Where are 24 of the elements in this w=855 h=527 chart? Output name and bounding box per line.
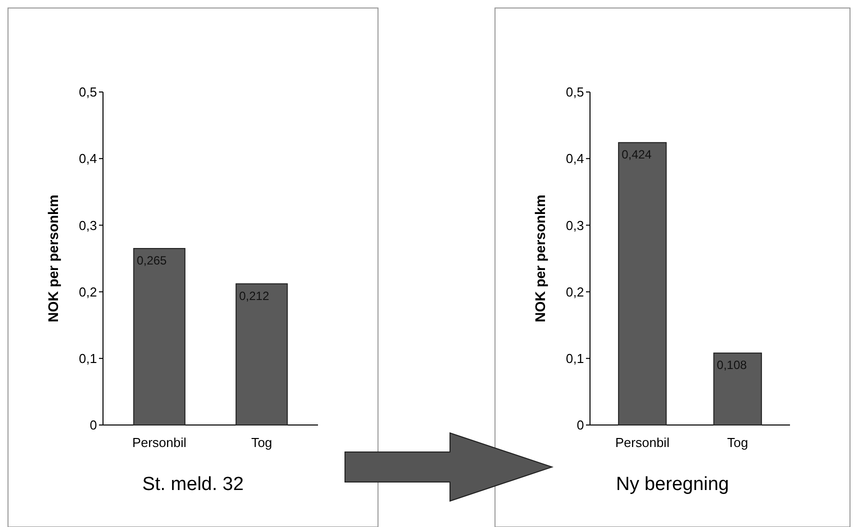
y-tick-label: 0 [576,418,584,433]
data-label: 0,265 [136,254,168,268]
y-tick-label: 0,4 [566,151,584,166]
y-tick-label: 0 [90,418,97,433]
text: St. meld. 32 [142,474,244,495]
y-tick-label: 0,3 [78,218,97,233]
y-tick-label: 0,1 [566,350,584,366]
text: Ny beregning [616,474,730,495]
y-tick-label: 0,3 [566,218,584,233]
x-tick-label: Personbil [615,435,670,450]
y-tick-label: 0,5 [78,84,97,100]
y-tick-label: 0,2 [78,284,97,300]
y-tick-label: 0,1 [78,350,97,366]
x-tick-label: Personbil [132,435,187,450]
y-tick-label: 0,2 [566,284,584,300]
x-tick-label: Tog [727,435,748,450]
y-tick-label: 0,4 [78,151,97,166]
data-label: 0,424 [622,148,652,162]
x-tick-label: Tog [251,435,272,450]
data-label: 0,212 [239,288,270,303]
data-label: 0,108 [716,358,748,372]
y-tick-label: 0,5 [566,84,584,100]
y-axis-title: NOK per personkm [532,194,548,322]
y-axis-title: NOK per personkm [45,194,61,322]
